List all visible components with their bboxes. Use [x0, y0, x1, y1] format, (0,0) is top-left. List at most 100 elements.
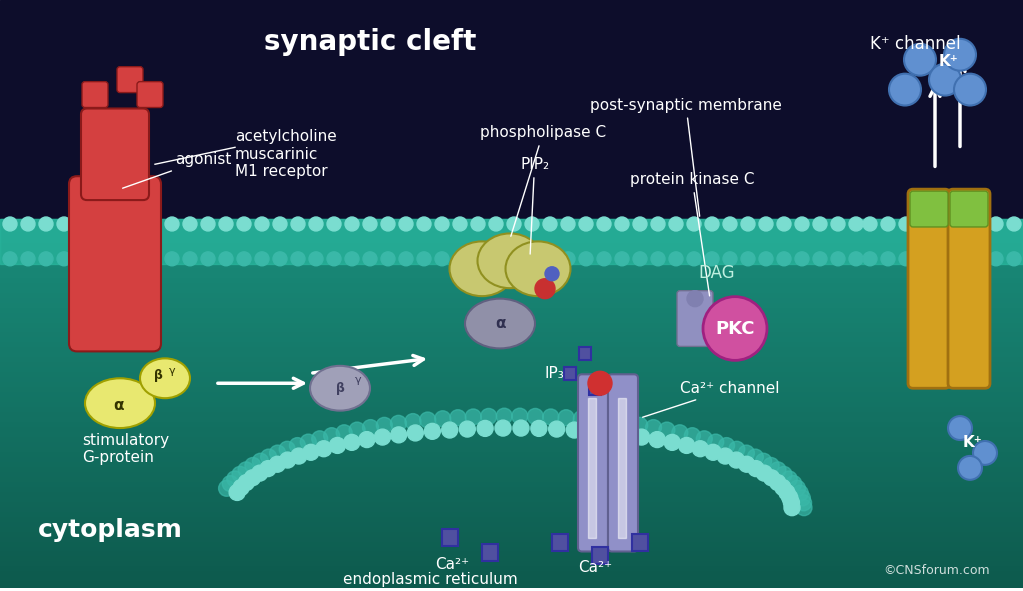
Bar	[0, 473, 1023, 479]
Circle shape	[703, 297, 767, 361]
Circle shape	[244, 470, 261, 486]
Bar	[0, 339, 1023, 345]
Text: ©CNSforum.com: ©CNSforum.com	[884, 564, 990, 577]
Text: endoplasmic reticulum: endoplasmic reticulum	[343, 573, 518, 587]
Circle shape	[417, 252, 431, 266]
Circle shape	[863, 217, 877, 231]
Circle shape	[219, 480, 234, 496]
Circle shape	[291, 217, 305, 231]
Circle shape	[646, 420, 662, 436]
Bar	[0, 224, 1023, 230]
Circle shape	[973, 441, 997, 465]
Circle shape	[741, 217, 755, 231]
Circle shape	[237, 217, 251, 231]
Circle shape	[708, 434, 723, 450]
Circle shape	[21, 252, 35, 266]
Circle shape	[971, 252, 985, 266]
Bar	[0, 498, 1023, 504]
Bar	[0, 349, 1023, 355]
Circle shape	[615, 217, 629, 231]
Circle shape	[728, 452, 745, 468]
Circle shape	[329, 437, 346, 453]
Circle shape	[147, 217, 161, 231]
Bar	[0, 319, 1023, 324]
Bar	[0, 463, 1023, 469]
Circle shape	[93, 252, 107, 266]
Circle shape	[958, 456, 982, 480]
Circle shape	[112, 217, 125, 231]
Circle shape	[270, 445, 285, 461]
Circle shape	[935, 217, 949, 231]
Circle shape	[93, 217, 107, 231]
Circle shape	[770, 462, 786, 478]
Circle shape	[650, 431, 665, 447]
Circle shape	[425, 423, 440, 439]
Circle shape	[777, 217, 791, 231]
Circle shape	[790, 480, 805, 496]
Bar	[0, 323, 1023, 330]
Bar	[0, 219, 1023, 225]
Circle shape	[786, 476, 802, 492]
Circle shape	[201, 217, 215, 231]
Circle shape	[279, 452, 296, 468]
Circle shape	[1007, 217, 1021, 231]
Circle shape	[795, 217, 809, 231]
Bar	[0, 244, 1023, 250]
Bar	[0, 374, 1023, 379]
Circle shape	[327, 217, 341, 231]
Circle shape	[779, 485, 795, 501]
Bar	[0, 553, 1023, 558]
Ellipse shape	[478, 233, 542, 288]
Circle shape	[129, 252, 143, 266]
Circle shape	[796, 495, 811, 511]
FancyBboxPatch shape	[69, 176, 161, 352]
Circle shape	[219, 252, 233, 266]
Circle shape	[435, 217, 449, 231]
Circle shape	[717, 448, 733, 464]
Circle shape	[362, 420, 379, 436]
Circle shape	[633, 217, 647, 231]
Circle shape	[227, 471, 242, 487]
Circle shape	[545, 267, 559, 281]
Circle shape	[21, 217, 35, 231]
Text: stimulatory
G-protein: stimulatory G-protein	[82, 433, 169, 466]
Bar	[0, 503, 1023, 509]
Circle shape	[954, 74, 986, 106]
Text: synaptic cleft: synaptic cleft	[264, 28, 476, 56]
Circle shape	[904, 44, 936, 76]
Circle shape	[777, 252, 791, 266]
Circle shape	[763, 470, 780, 486]
Circle shape	[917, 217, 931, 231]
Circle shape	[112, 252, 125, 266]
Circle shape	[450, 410, 465, 426]
Bar	[0, 269, 1023, 275]
Circle shape	[417, 217, 431, 231]
FancyBboxPatch shape	[82, 82, 108, 108]
Circle shape	[489, 252, 503, 266]
Circle shape	[669, 217, 683, 231]
Circle shape	[633, 429, 650, 445]
Circle shape	[496, 408, 513, 424]
Circle shape	[535, 279, 555, 298]
Circle shape	[261, 449, 276, 465]
Bar	[0, 567, 1023, 573]
Bar	[0, 284, 1023, 290]
Bar	[618, 398, 626, 538]
Circle shape	[763, 457, 780, 473]
Circle shape	[705, 217, 719, 231]
Bar	[0, 279, 1023, 285]
Bar	[0, 453, 1023, 459]
Circle shape	[759, 217, 773, 231]
Circle shape	[579, 252, 593, 266]
Circle shape	[588, 412, 605, 428]
Circle shape	[405, 414, 420, 430]
Bar	[0, 423, 1023, 429]
Circle shape	[597, 217, 611, 231]
Circle shape	[651, 217, 665, 231]
Text: K⁺: K⁺	[938, 54, 958, 69]
Bar	[0, 532, 1023, 538]
Circle shape	[697, 431, 712, 447]
Circle shape	[507, 252, 521, 266]
Circle shape	[687, 217, 701, 231]
Bar	[0, 443, 1023, 449]
